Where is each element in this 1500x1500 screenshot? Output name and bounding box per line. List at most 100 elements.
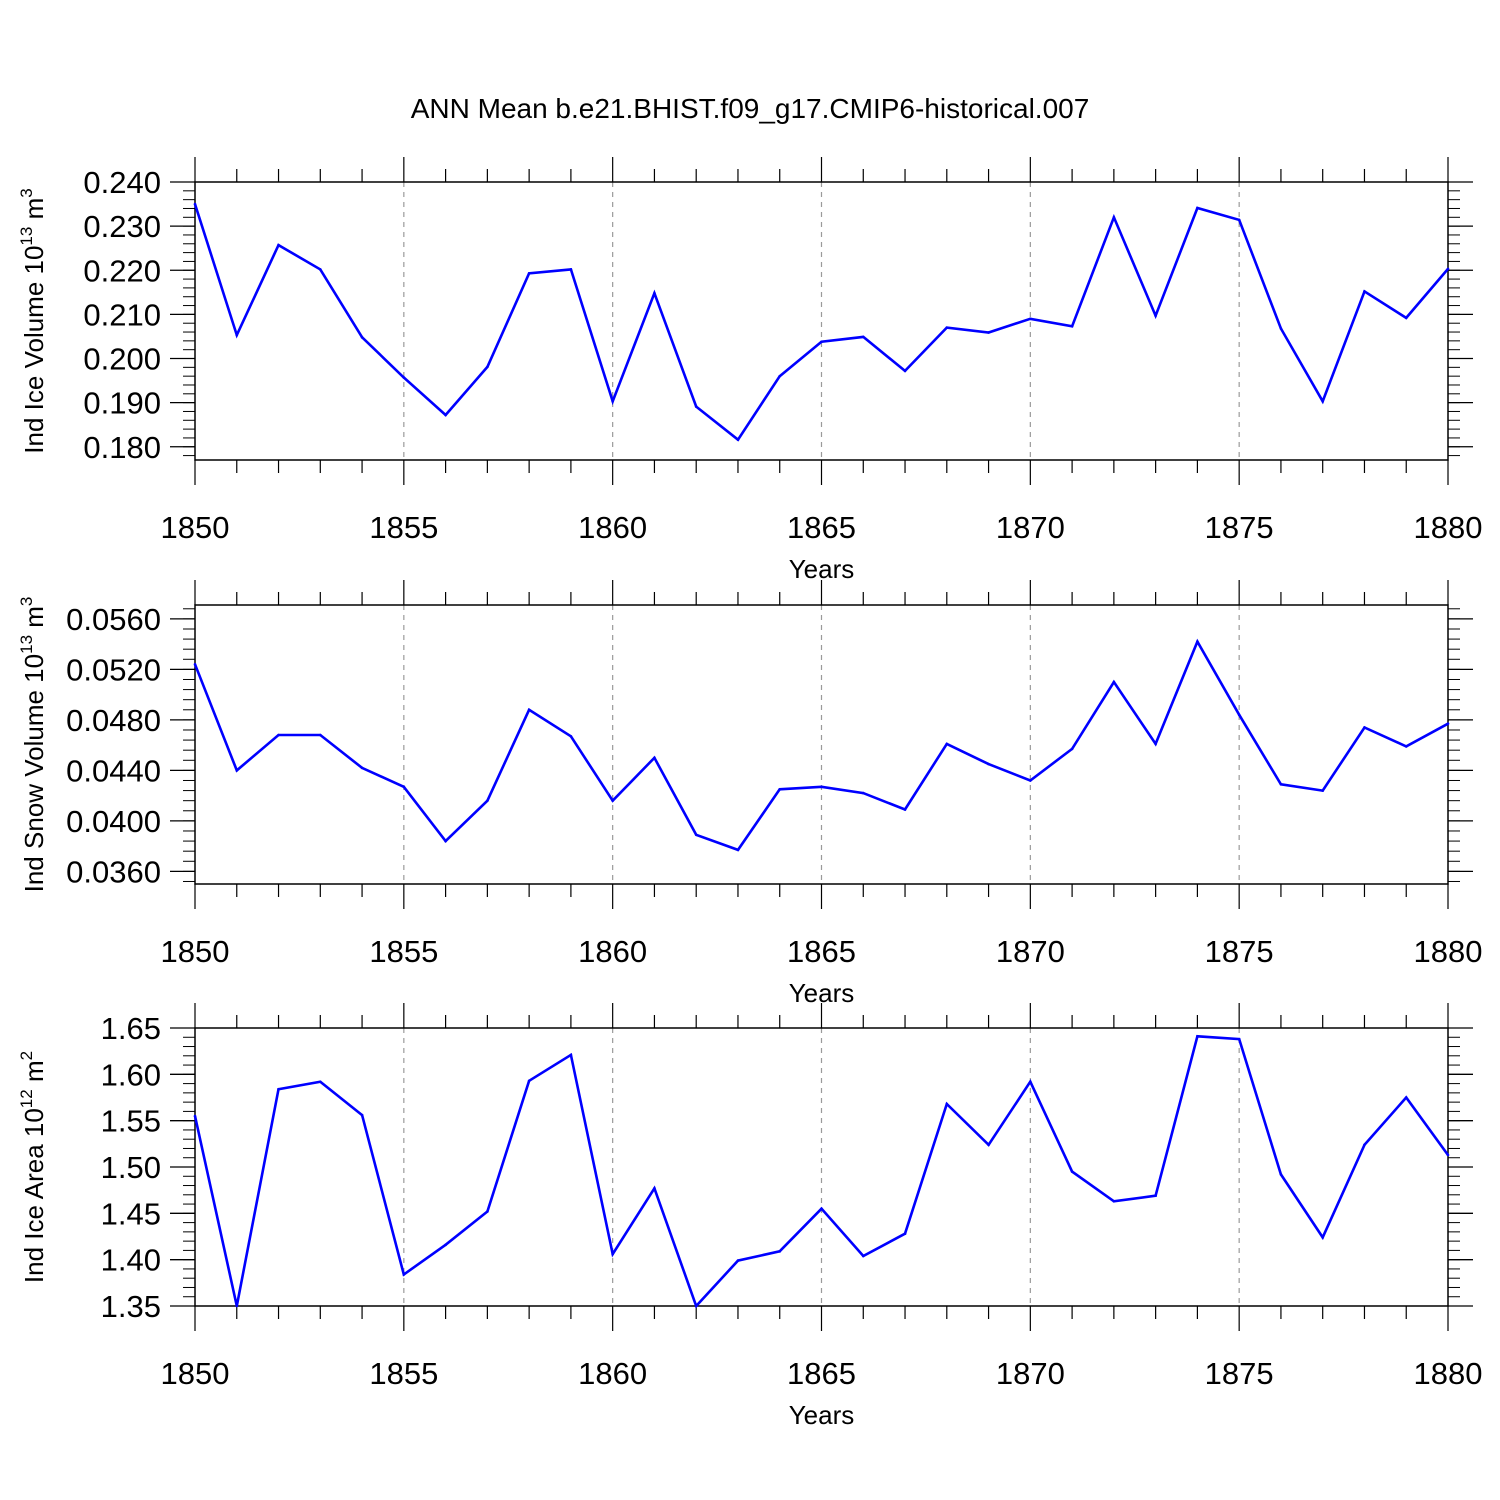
data-point	[569, 1053, 573, 1057]
data-point	[1279, 327, 1283, 330]
x-tick-label: 1880	[1414, 934, 1483, 969]
data-point	[611, 799, 614, 802]
data-point	[193, 202, 197, 206]
y-tick-label: 0.180	[83, 430, 161, 465]
data-point	[1363, 290, 1366, 293]
data-point	[360, 1113, 364, 1117]
y-axis-title: Ind Ice Area 1012 m2	[17, 1051, 49, 1283]
y-tick-label: 0.0560	[66, 602, 161, 637]
x-tick-label: 1850	[161, 1356, 230, 1391]
x-tick-label: 1865	[787, 510, 856, 545]
y-tick-label: 0.220	[83, 253, 161, 288]
data-point	[861, 1254, 865, 1258]
data-point	[1154, 1194, 1157, 1198]
y-tick-label: 0.0520	[66, 652, 161, 687]
y-tick-label: 1.50	[101, 1150, 161, 1185]
x-tick-label: 1855	[369, 934, 438, 969]
data-point	[277, 733, 280, 737]
data-point	[1029, 1080, 1032, 1084]
data-point	[903, 1232, 907, 1236]
data-point	[820, 1207, 823, 1210]
data-point	[653, 1187, 656, 1190]
data-point	[402, 376, 406, 379]
y-tick-label: 1.60	[101, 1057, 161, 1092]
x-tick-label: 1860	[578, 1356, 647, 1391]
data-point	[277, 243, 280, 247]
data-point	[694, 1304, 698, 1308]
x-axis-title: Years	[789, 1400, 855, 1430]
y-tick-label: 0.0480	[66, 703, 161, 738]
data-point	[1363, 726, 1366, 729]
x-tick-label: 1880	[1414, 1356, 1483, 1391]
data-point	[1154, 742, 1157, 746]
data-point	[486, 365, 489, 369]
data-point	[1321, 1236, 1324, 1239]
y-tick-label: 1.35	[101, 1289, 161, 1324]
data-point	[444, 413, 447, 417]
data-point	[861, 335, 865, 339]
x-tick-label: 1850	[161, 510, 230, 545]
data-point	[903, 369, 907, 373]
data-point	[235, 333, 239, 337]
data-point	[694, 833, 698, 837]
data-point	[1029, 317, 1032, 321]
data-point	[987, 762, 990, 766]
data-point	[1196, 640, 1199, 643]
y-tick-label: 1.55	[101, 1104, 161, 1139]
data-point	[736, 848, 740, 852]
data-point	[1237, 218, 1241, 222]
data-point	[778, 788, 782, 791]
data-point	[611, 1252, 614, 1256]
y-tick-label: 0.0360	[66, 854, 161, 889]
data-point	[277, 1087, 280, 1091]
data-point	[444, 1243, 447, 1247]
chart-title: ANN Mean b.e21.BHIST.f09_g17.CMIP6-histo…	[411, 93, 1090, 124]
x-tick-label: 1880	[1414, 510, 1483, 545]
data-point	[945, 326, 949, 329]
y-tick-label: 0.240	[83, 165, 161, 200]
y-tick-label: 0.0440	[66, 753, 161, 788]
data-point	[611, 400, 614, 403]
data-point	[569, 268, 573, 271]
data-point	[1154, 314, 1157, 318]
y-tick-label: 1.40	[101, 1243, 161, 1278]
data-point	[1321, 400, 1324, 403]
data-point	[360, 766, 364, 770]
data-point	[987, 1143, 990, 1147]
y-tick-label: 0.230	[83, 209, 161, 244]
x-tick-label: 1860	[578, 934, 647, 969]
x-tick-label: 1855	[369, 510, 438, 545]
y-tick-label: 1.65	[101, 1011, 161, 1046]
data-point	[486, 799, 489, 802]
data-point	[736, 438, 740, 442]
x-tick-label: 1875	[1205, 510, 1274, 545]
data-point	[903, 808, 907, 811]
data-point	[360, 336, 364, 339]
data-point	[402, 1273, 406, 1276]
data-point	[319, 268, 322, 271]
data-point	[1070, 747, 1074, 751]
x-tick-label: 1860	[578, 510, 647, 545]
x-tick-label: 1865	[787, 1356, 856, 1391]
y-tick-label: 0.210	[83, 297, 161, 332]
x-tick-label: 1855	[369, 1356, 438, 1391]
data-point	[569, 734, 573, 738]
data-point	[778, 374, 782, 378]
data-point	[1237, 713, 1241, 717]
data-point	[861, 791, 865, 795]
data-point	[319, 733, 322, 737]
data-point	[736, 1259, 740, 1262]
data-point	[945, 1102, 949, 1106]
x-tick-label: 1875	[1205, 1356, 1274, 1391]
data-point	[1029, 779, 1032, 782]
data-point	[235, 769, 239, 772]
data-point	[1112, 216, 1116, 219]
x-tick-label: 1870	[996, 510, 1065, 545]
data-point	[1196, 1035, 1199, 1038]
data-point	[1070, 1170, 1074, 1173]
data-point	[1363, 1143, 1366, 1147]
y-tick-label: 0.0400	[66, 804, 161, 839]
data-point	[778, 1250, 782, 1253]
y-axis-title: Ind Snow Volume 1013 m3	[17, 597, 49, 893]
